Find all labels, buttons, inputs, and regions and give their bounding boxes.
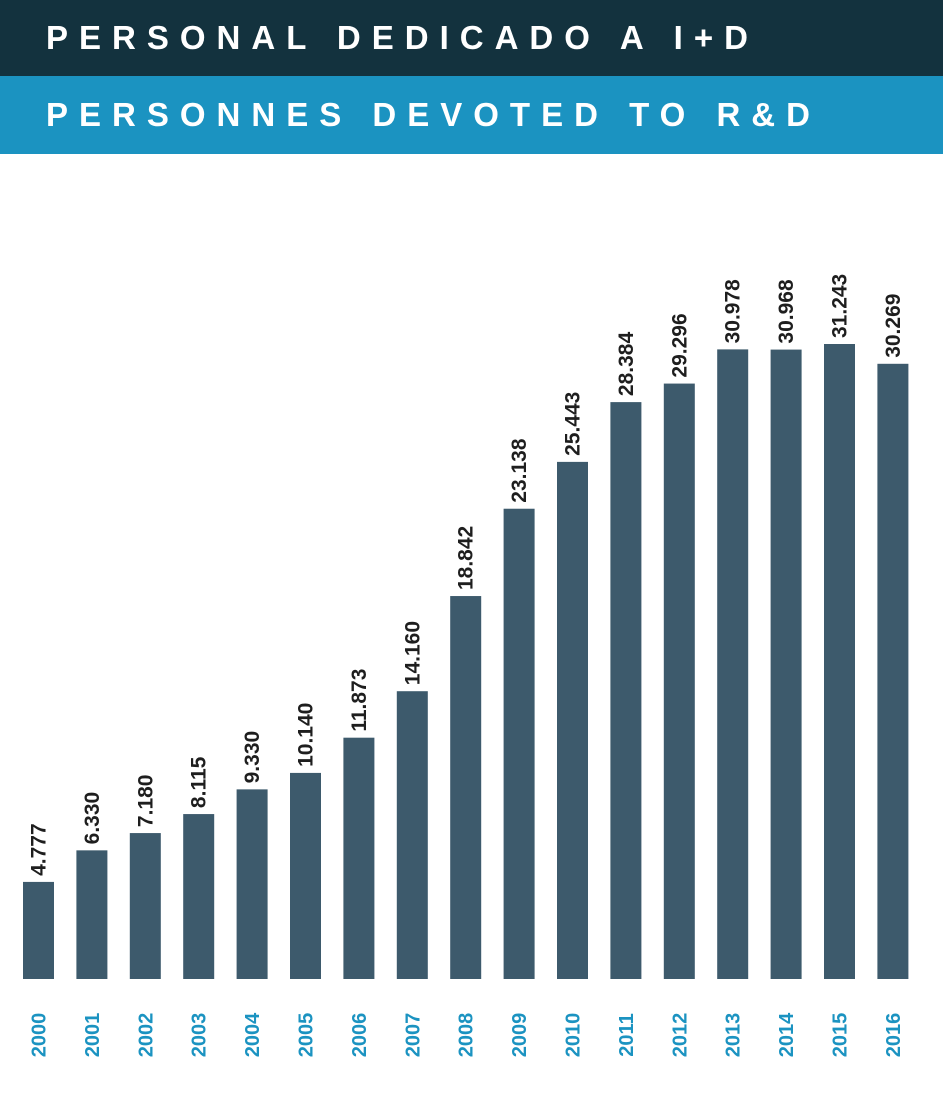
header-title-english: PERSONNES DEVOTED TO R&D: [0, 76, 943, 154]
year-labels-group: 2000 2001 2002 2003 2004 2005 2006 2007 2008 2009…: [29, 1012, 905, 1057]
year-label-2015: 2015: [830, 1013, 852, 1058]
bar-2003: [183, 814, 215, 979]
year-label-2011: 2011: [616, 1013, 638, 1056]
year-label-2010: 2010: [563, 1013, 585, 1058]
bar-2004: [236, 789, 268, 979]
value-label-2005: 10.140: [295, 703, 318, 767]
year-label-2001: 2001: [82, 1013, 104, 1058]
value-label-2010: 25.443: [562, 392, 585, 456]
value-label-2012: 29.296: [668, 313, 691, 377]
bars-group: [23, 344, 909, 979]
year-label-2016: 2016: [883, 1013, 905, 1058]
value-label-2003: 8.115: [188, 756, 211, 808]
value-label-2007: 14.160: [401, 621, 424, 685]
value-label-2014: 30.968: [775, 279, 798, 344]
value-label-2016: 30.269: [882, 294, 905, 358]
value-labels-group: 4.777 6.330 7.180 8.115 9.330 10.140 11.873 14.…: [28, 274, 905, 876]
year-label-2009: 2009: [509, 1013, 531, 1058]
value-label-2015: 31.243: [829, 274, 852, 338]
bar-2015: [824, 344, 855, 979]
value-label-2006: 11.873: [348, 669, 371, 732]
year-label-2003: 2003: [189, 1013, 211, 1058]
year-label-2007: 2007: [402, 1013, 424, 1058]
year-label-2005: 2005: [296, 1013, 318, 1058]
value-label-2013: 30.978: [722, 279, 745, 344]
bar-2001: [76, 850, 108, 979]
value-label-2004: 9.330: [241, 731, 264, 784]
value-label-2009: 23.138: [508, 438, 531, 503]
bar-2008: [450, 596, 482, 979]
bar-2011: [610, 402, 642, 979]
bar-chart: 4.777 6.330 7.180 8.115 9.330 10.140 11.873 14.…: [23, 274, 909, 1057]
value-label-2002: 7.180: [134, 775, 157, 828]
value-label-2001: 6.330: [81, 792, 104, 845]
bar-2010: [557, 461, 588, 979]
bar-2013: [717, 349, 749, 979]
bar-2005: [290, 772, 321, 979]
year-label-2000: 2000: [29, 1013, 51, 1058]
value-label-2011: 28.384: [615, 332, 638, 397]
value-label-2000: 4.777: [28, 823, 51, 876]
year-label-2006: 2006: [349, 1013, 371, 1058]
bar-2000: [23, 881, 54, 979]
bar-2016: [877, 363, 909, 979]
bar-2009: [503, 508, 535, 979]
bar-2014: [770, 349, 802, 979]
year-label-2008: 2008: [456, 1013, 478, 1058]
header-title-spanish-text: PERSONAL DEDICADO A I+D: [46, 19, 759, 56]
year-label-2014: 2014: [776, 1012, 798, 1057]
value-label-2008: 18.842: [455, 526, 478, 590]
year-label-2012: 2012: [669, 1013, 691, 1058]
year-label-2004: 2004: [242, 1012, 264, 1057]
year-label-2013: 2013: [723, 1013, 745, 1058]
bar-2007: [396, 691, 428, 979]
header-title-english-text: PERSONNES DEVOTED TO R&D: [46, 96, 821, 133]
bar-2006: [343, 737, 375, 979]
year-label-2002: 2002: [135, 1013, 157, 1058]
bar-2012: [663, 383, 695, 979]
bar-2002: [129, 833, 161, 979]
header-title-spanish: PERSONAL DEDICADO A I+D: [0, 0, 943, 76]
